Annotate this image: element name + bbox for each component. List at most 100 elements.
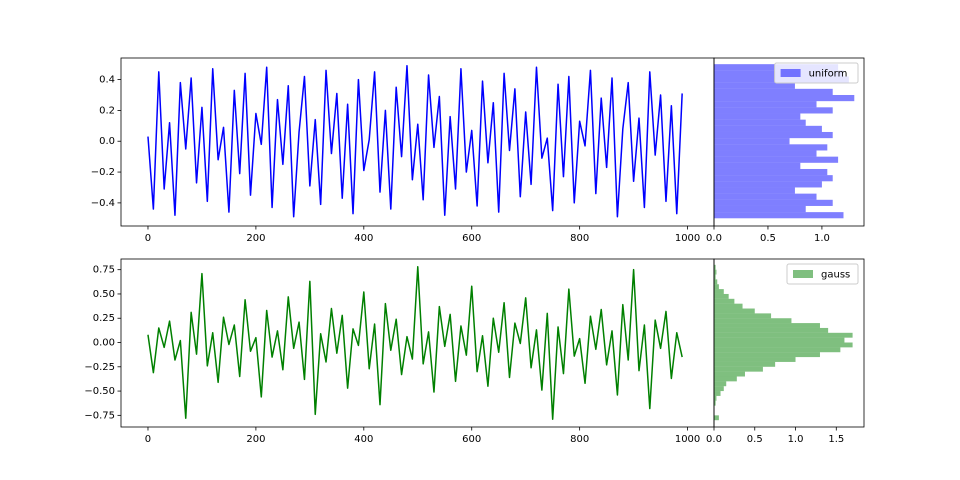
histogram-bar bbox=[714, 347, 841, 353]
legend: uniform bbox=[774, 62, 859, 84]
histogram-bar bbox=[714, 82, 795, 89]
histogram-bar bbox=[714, 101, 817, 108]
histogram-bar bbox=[714, 113, 801, 120]
histogram-bar bbox=[714, 162, 801, 169]
histogram-bar bbox=[714, 150, 817, 157]
x-tick-label: 0 bbox=[145, 233, 151, 244]
histogram-bar bbox=[714, 193, 817, 200]
histogram-bar bbox=[714, 289, 724, 294]
y-tick-label: −0.2 bbox=[91, 167, 115, 178]
y-tick-label: −0.25 bbox=[84, 362, 115, 373]
x-tick-label: 200 bbox=[246, 434, 265, 445]
histogram-bar bbox=[714, 400, 716, 406]
axes: 0 200 400 600 800 1000 −0.75 −0.50 −0.25 0.00 0.25… bbox=[84, 258, 715, 445]
histogram-bar bbox=[714, 293, 729, 299]
histogram-bar bbox=[714, 298, 735, 304]
histogram-bar bbox=[714, 308, 755, 314]
x-tick-label: 200 bbox=[246, 233, 265, 244]
x-tick-label: 1000 bbox=[675, 434, 700, 445]
x-tick-label: 800 bbox=[570, 434, 589, 445]
histogram-bar bbox=[714, 386, 724, 392]
legend-swatch bbox=[780, 69, 801, 77]
histogram-bar bbox=[714, 274, 716, 280]
histogram-bar bbox=[714, 361, 776, 367]
x-tick-label: 400 bbox=[354, 233, 373, 244]
x-tick-label: 1.0 bbox=[788, 434, 804, 445]
histogram-bar bbox=[714, 415, 719, 421]
histogram-bar bbox=[714, 352, 820, 358]
legend-label: uniform bbox=[809, 69, 848, 80]
histogram-bar bbox=[714, 264, 716, 270]
histogram-bar bbox=[714, 337, 845, 343]
y-tick-label: 0.75 bbox=[93, 265, 115, 276]
histogram-bar bbox=[714, 395, 717, 401]
x-tick-label: 600 bbox=[462, 233, 481, 244]
x-tick-label: 0.5 bbox=[760, 233, 776, 244]
legend: gauss bbox=[786, 263, 859, 285]
histogram-bar bbox=[714, 323, 820, 328]
axes: gauss 0.0 0.5 1.0 1.5 bbox=[706, 258, 865, 445]
histogram-bar bbox=[714, 94, 855, 102]
legend-swatch bbox=[793, 270, 813, 278]
x-tick-label: 0 bbox=[145, 434, 151, 445]
data-line bbox=[147, 266, 683, 420]
x-tick-label: 1000 bbox=[675, 233, 700, 244]
y-tick-label: 0.50 bbox=[93, 289, 115, 300]
histogram-bar bbox=[714, 284, 719, 290]
histogram-bar bbox=[714, 381, 727, 387]
histogram-bar bbox=[714, 279, 718, 285]
histogram-bar bbox=[714, 212, 844, 219]
histogram-bar bbox=[714, 199, 833, 206]
data-line bbox=[147, 64, 683, 218]
x-tick-label: 0.5 bbox=[747, 434, 763, 445]
histogram-bar bbox=[714, 144, 828, 151]
histogram-bar bbox=[714, 88, 833, 95]
y-tick-label: −0.50 bbox=[84, 386, 115, 397]
histogram-bar bbox=[714, 131, 833, 139]
histogram-bar bbox=[714, 366, 763, 372]
histogram-bar bbox=[714, 371, 745, 377]
histogram-bar bbox=[714, 175, 833, 182]
histogram-bar bbox=[714, 327, 829, 333]
histogram-bar bbox=[714, 205, 806, 213]
histogram-bar bbox=[714, 376, 737, 382]
y-tick-label: 0.25 bbox=[93, 313, 115, 324]
histogram-bar bbox=[714, 187, 795, 194]
axes: uniform 0.0 0.5 1.0 bbox=[706, 57, 865, 244]
y-tick-label: −0.75 bbox=[84, 410, 115, 421]
histogram-bar bbox=[714, 119, 806, 126]
legend-frame bbox=[786, 263, 859, 285]
histogram-bar bbox=[714, 332, 853, 338]
y-tick-label: 0.4 bbox=[99, 75, 115, 86]
histogram-bar bbox=[714, 181, 822, 188]
x-tick-label: 400 bbox=[354, 434, 373, 445]
histogram-bar bbox=[714, 342, 853, 348]
y-tick-label: 0.00 bbox=[93, 338, 115, 349]
histogram-bar bbox=[714, 107, 833, 114]
histogram-bar bbox=[714, 138, 790, 145]
legend-frame bbox=[774, 62, 859, 84]
x-tick-label: 1.0 bbox=[814, 233, 830, 244]
x-tick-label: 1.5 bbox=[828, 434, 844, 445]
legend-label: gauss bbox=[821, 270, 850, 281]
histogram-bar bbox=[714, 313, 772, 319]
histogram-bar bbox=[714, 125, 822, 132]
histogram-bar bbox=[714, 156, 839, 163]
histogram-bar bbox=[714, 391, 721, 396]
histogram-bar bbox=[714, 357, 796, 362]
x-tick-label: 0.0 bbox=[706, 233, 722, 244]
axes-frame bbox=[713, 258, 865, 428]
axes: 0 200 400 600 800 1000 −0.4 −0.2 0.0 0.2 0.4 bbox=[91, 57, 715, 244]
x-tick-label: 800 bbox=[570, 233, 589, 244]
axes-frame bbox=[713, 57, 865, 227]
y-tick-label: 0.0 bbox=[99, 136, 115, 147]
x-tick-label: 0.0 bbox=[706, 434, 722, 445]
histogram-bar bbox=[714, 303, 743, 309]
histogram-bar bbox=[714, 269, 717, 275]
x-tick-label: 600 bbox=[462, 434, 481, 445]
y-tick-label: −0.4 bbox=[91, 198, 115, 209]
histogram-bar bbox=[714, 318, 792, 324]
histogram-bar bbox=[714, 168, 828, 176]
y-tick-label: 0.2 bbox=[99, 105, 115, 116]
